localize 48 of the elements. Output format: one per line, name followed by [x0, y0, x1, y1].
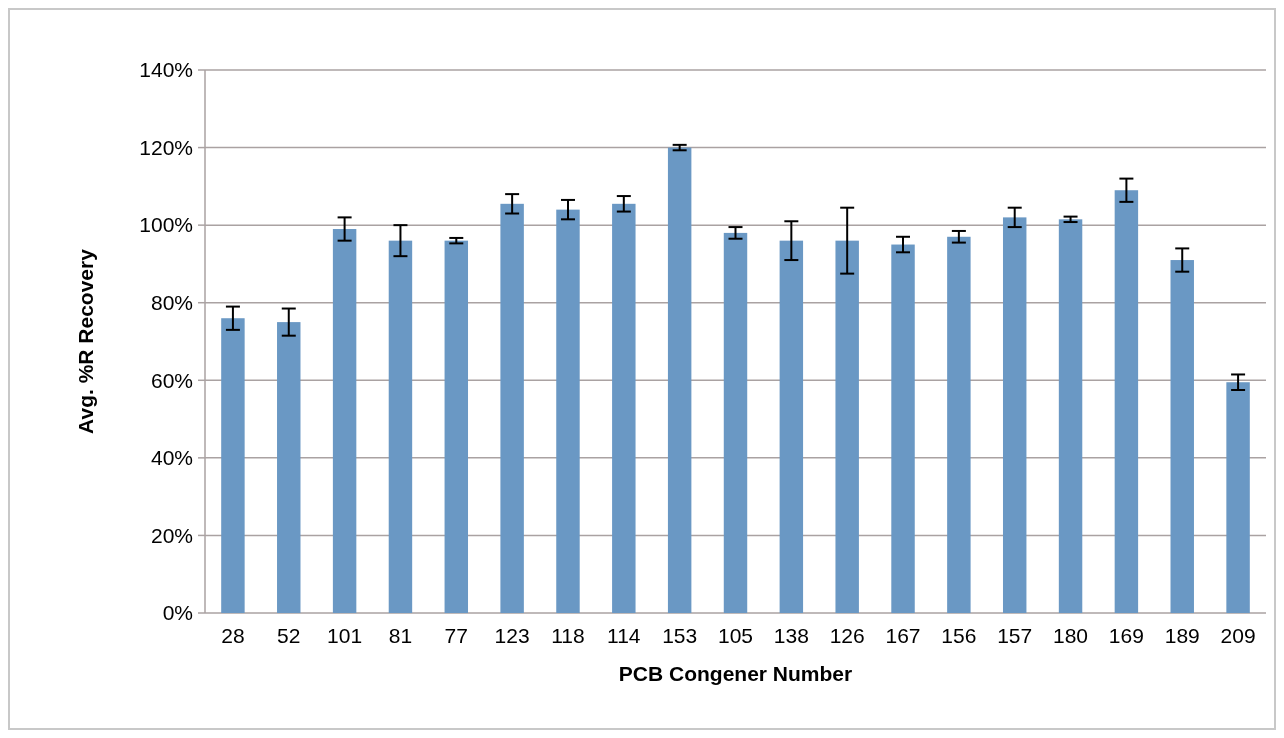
x-tick-label: 209: [1220, 624, 1256, 647]
y-tick-label: 20%: [150, 523, 193, 547]
y-tick-label: 40%: [150, 446, 193, 470]
x-tick-label: 153: [662, 624, 698, 647]
bar: [891, 244, 915, 613]
x-tick-label: 118: [551, 624, 585, 647]
bar: [500, 203, 524, 613]
bar: [388, 240, 413, 613]
bar: [444, 240, 469, 613]
bar: [1114, 190, 1139, 613]
bar: [277, 322, 301, 613]
x-tick-label: 156: [941, 624, 977, 647]
x-tick-label: 52: [277, 624, 301, 647]
x-tick-label: 123: [494, 624, 530, 647]
y-tick-label: 120%: [139, 135, 193, 159]
x-tick-label: 81: [388, 624, 413, 647]
x-tick-label: 77: [444, 624, 468, 647]
bar: [723, 232, 748, 613]
y-tick-label: 140%: [139, 58, 193, 82]
x-tick-label: 114: [607, 624, 641, 647]
x-tick-label: 169: [1108, 624, 1144, 647]
x-tick-label: 126: [829, 624, 865, 647]
bar: [221, 318, 245, 613]
bar: [1170, 260, 1194, 613]
bar: [947, 236, 971, 613]
x-tick-label: 101: [327, 624, 363, 647]
bar: [835, 240, 859, 613]
x-axis-title: PCB Congener Number: [618, 662, 853, 685]
bar: [332, 229, 357, 613]
y-tick-label: 60%: [150, 368, 193, 392]
bar: [556, 209, 580, 613]
x-tick-label: 167: [885, 624, 921, 647]
bar: [779, 240, 804, 613]
x-tick-label: 28: [221, 624, 245, 647]
bar: [1226, 382, 1250, 613]
y-tick-label: 100%: [139, 213, 193, 237]
bar: [1058, 219, 1083, 613]
x-tick-label: 157: [997, 624, 1033, 647]
bar: [612, 203, 636, 613]
y-axis-title: Avg. %R Recovery: [74, 248, 97, 434]
bar: [1002, 217, 1027, 613]
x-tick-label: 180: [1053, 624, 1089, 647]
bar: [667, 147, 692, 613]
x-tick-label: 138: [773, 624, 809, 647]
y-tick-label: 0%: [162, 601, 193, 625]
x-tick-label: 189: [1164, 624, 1200, 647]
x-tick-label: 105: [717, 624, 754, 647]
y-tick-label: 80%: [150, 291, 193, 315]
